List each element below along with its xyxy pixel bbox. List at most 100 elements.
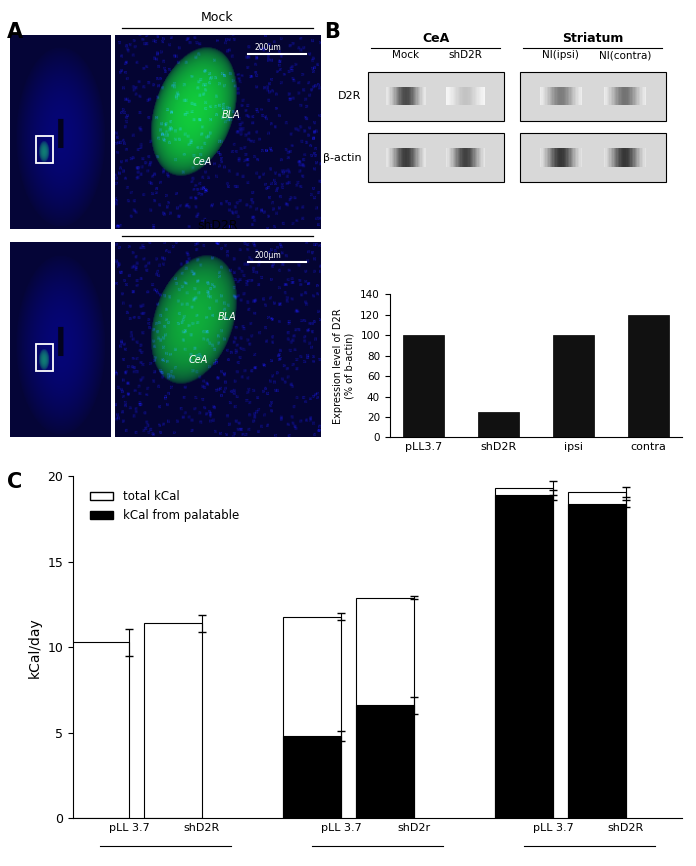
Bar	[400, 148, 401, 167]
Bar	[475, 87, 476, 106]
Bar	[411, 87, 413, 106]
Bar	[574, 148, 575, 167]
Bar	[544, 148, 546, 167]
Bar	[607, 148, 608, 167]
Bar	[480, 148, 482, 167]
Text: A: A	[7, 22, 23, 42]
Bar	[547, 148, 548, 167]
Bar	[639, 148, 640, 167]
Bar	[71, 643, 129, 818]
Bar	[410, 87, 411, 106]
Bar	[482, 148, 484, 167]
Bar	[622, 148, 624, 167]
Bar	[407, 148, 409, 167]
Bar	[397, 148, 398, 167]
Bar	[455, 87, 457, 106]
Bar	[576, 87, 578, 106]
Bar	[611, 87, 612, 106]
Bar	[471, 87, 472, 106]
Bar	[425, 148, 426, 167]
Bar	[464, 148, 466, 167]
Bar	[460, 87, 461, 106]
Text: shD2R: shD2R	[197, 219, 238, 232]
Bar	[451, 148, 452, 167]
Bar	[36, 136, 53, 163]
Bar	[554, 87, 555, 106]
Bar	[475, 148, 476, 167]
Bar	[392, 87, 393, 106]
Bar	[389, 87, 390, 106]
Bar	[403, 335, 444, 437]
Bar	[390, 148, 392, 167]
Bar	[572, 148, 574, 167]
Bar	[617, 148, 618, 167]
Bar	[420, 87, 422, 106]
Bar	[569, 148, 571, 167]
Bar	[419, 148, 420, 167]
Bar	[540, 148, 541, 167]
Bar	[568, 148, 569, 167]
Bar	[409, 148, 410, 167]
Bar	[476, 148, 477, 167]
Bar	[388, 87, 389, 106]
Bar	[479, 87, 480, 106]
Text: β-actin: β-actin	[323, 152, 361, 163]
Bar	[470, 148, 471, 167]
Text: Mock: Mock	[393, 50, 420, 61]
Bar	[547, 87, 548, 106]
Bar	[615, 87, 617, 106]
Bar	[608, 148, 610, 167]
Bar	[368, 72, 503, 120]
Bar	[458, 87, 459, 106]
Bar	[543, 148, 544, 167]
Y-axis label: kCal/day: kCal/day	[28, 617, 42, 678]
Bar	[283, 736, 341, 818]
Bar	[580, 87, 582, 106]
Bar	[459, 87, 461, 106]
Bar	[410, 148, 411, 167]
Bar	[565, 87, 567, 106]
Bar	[625, 148, 626, 167]
Bar	[452, 148, 454, 167]
Bar	[574, 87, 575, 106]
Text: BLA: BLA	[221, 111, 240, 120]
Bar	[628, 315, 669, 437]
Bar	[520, 72, 665, 120]
Text: shD2R: shD2R	[449, 50, 482, 61]
Bar	[546, 87, 547, 106]
Bar	[636, 87, 638, 106]
Bar	[416, 148, 418, 167]
Bar	[636, 148, 638, 167]
Bar	[578, 87, 579, 106]
Bar	[618, 87, 619, 106]
Bar	[423, 148, 425, 167]
Bar	[450, 148, 451, 167]
Bar	[642, 148, 643, 167]
Bar	[553, 148, 554, 167]
Bar	[568, 504, 626, 818]
Bar	[553, 335, 594, 437]
Bar	[463, 148, 464, 167]
Bar	[633, 148, 635, 167]
Bar	[520, 133, 665, 182]
Bar	[614, 148, 615, 167]
Bar	[460, 148, 461, 167]
Bar	[478, 412, 519, 437]
Bar	[554, 148, 555, 167]
Bar	[414, 148, 416, 167]
Bar	[624, 148, 625, 167]
Bar	[555, 148, 557, 167]
Text: C: C	[7, 472, 22, 492]
Bar	[452, 87, 454, 106]
Bar	[477, 87, 479, 106]
Bar	[393, 87, 394, 106]
Bar	[608, 87, 610, 106]
Bar	[548, 87, 550, 106]
Bar	[356, 598, 414, 818]
Bar	[407, 87, 409, 106]
Bar	[564, 148, 565, 167]
Bar	[603, 87, 606, 106]
Bar	[368, 133, 503, 182]
Bar	[578, 148, 579, 167]
Bar	[633, 87, 635, 106]
